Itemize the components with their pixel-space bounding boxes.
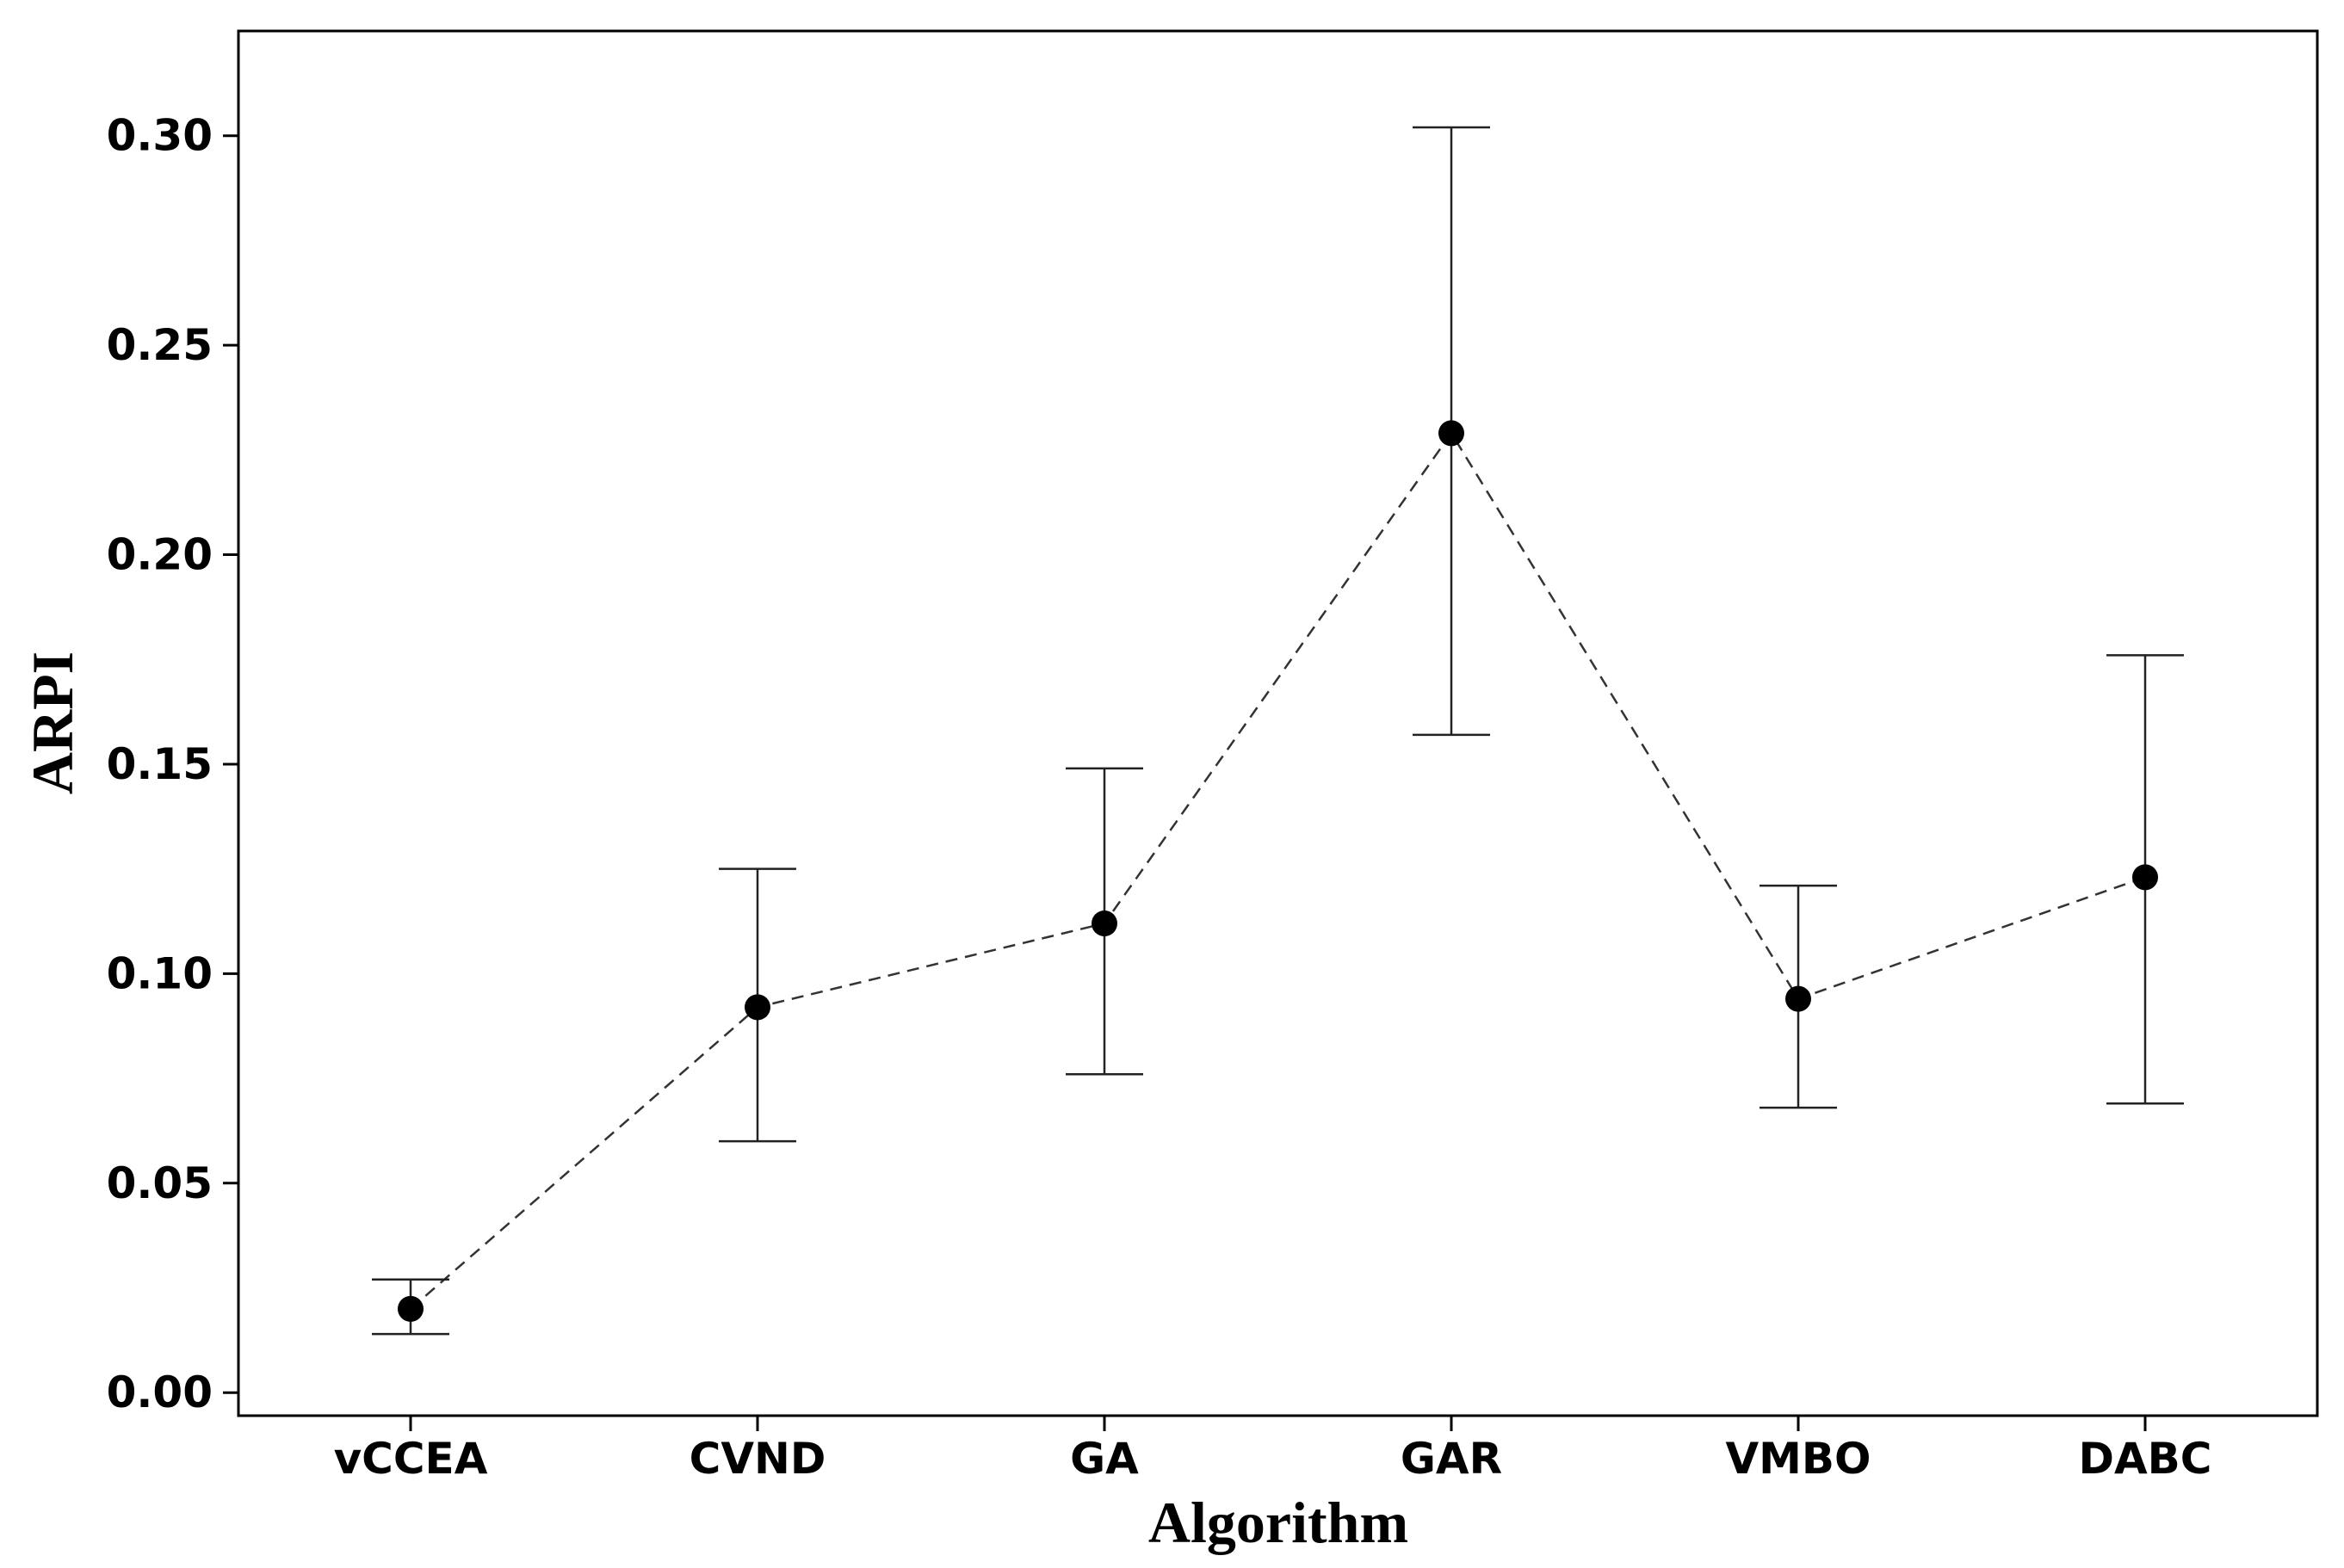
x-tick-label-ga: GA xyxy=(1070,1434,1139,1484)
plot-frame xyxy=(237,29,2319,1417)
y-axis: 0.00 0.05 0.10 0.15 0.20 0.25 0.30 xyxy=(107,111,238,1417)
x-tick-label-gar: GAR xyxy=(1401,1434,1502,1484)
y-tick-label: 0.05 xyxy=(107,1158,213,1208)
y-tick-label: 0.20 xyxy=(107,530,213,580)
x-tick-label-dabc: DABC xyxy=(2078,1434,2211,1484)
mean-point-vccea xyxy=(398,1295,424,1322)
x-tick-label-vmbo: VMBO xyxy=(1725,1434,1871,1484)
mean-point-vmbo xyxy=(1785,985,1811,1012)
x-tick-label-vccea: vCCEA xyxy=(334,1434,488,1484)
mean-point-cvnd xyxy=(745,994,770,1021)
y-tick-label: 0.15 xyxy=(107,739,213,789)
y-tick-label: 0.10 xyxy=(107,948,213,998)
y-axis-title: ARPI xyxy=(20,651,85,794)
mean-point-dabc xyxy=(2132,864,2158,891)
x-tick-label-cvnd: CVND xyxy=(690,1434,826,1484)
series-layer xyxy=(372,126,2184,1336)
x-axis-title: Algorithm xyxy=(1148,1490,1408,1555)
mean-point-ga xyxy=(1092,910,1117,936)
mean-point-gar xyxy=(1438,420,1464,447)
y-tick-label: 0.25 xyxy=(107,320,213,370)
y-tick-label: 0.30 xyxy=(107,111,213,161)
y-tick-label: 0.00 xyxy=(107,1367,213,1417)
x-axis: vCCEA CVND GA GAR VMBO DABC xyxy=(334,1416,2212,1484)
mean-connecting-line xyxy=(410,431,2146,1310)
